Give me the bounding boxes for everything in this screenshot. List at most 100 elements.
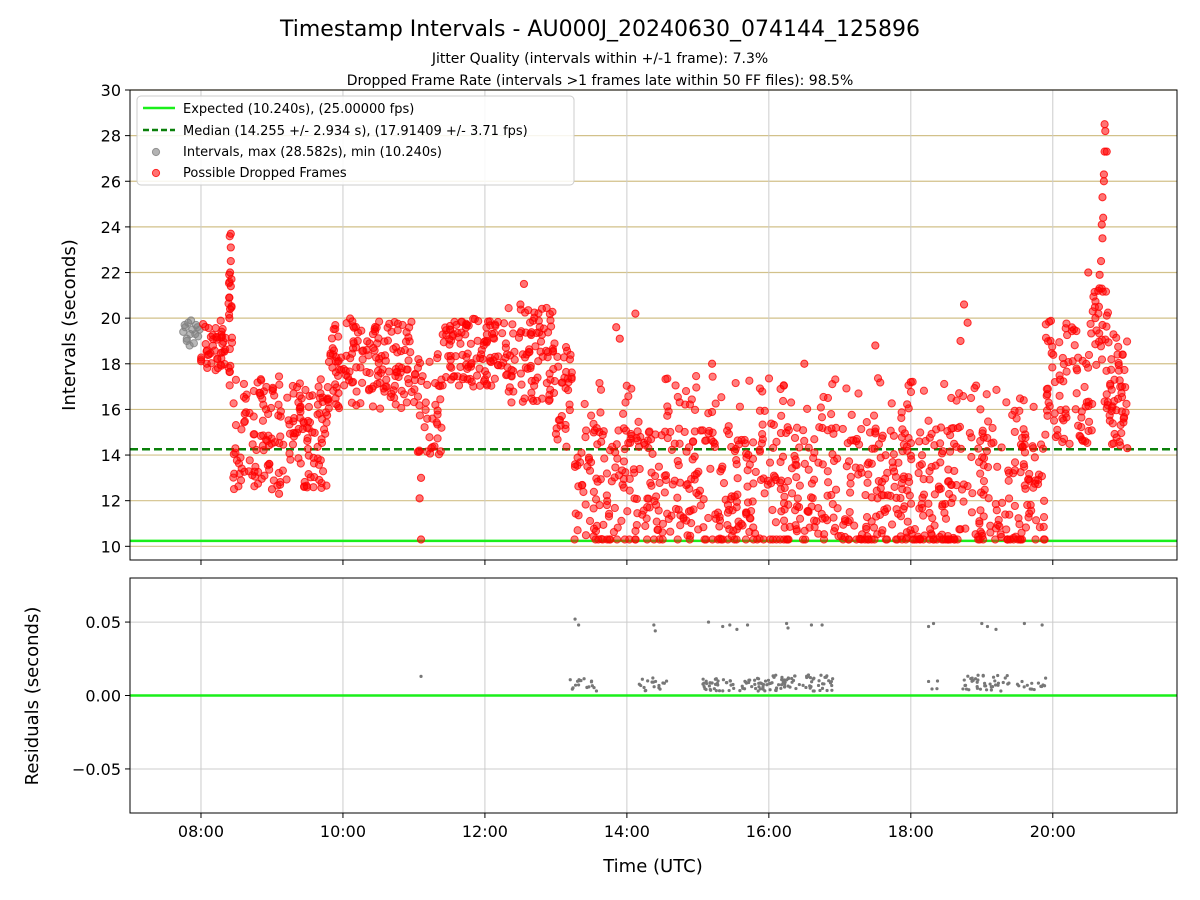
dropped-frame-point [719, 479, 729, 488]
residual-point [975, 684, 979, 689]
dropped-frame-point [804, 465, 813, 474]
dropped-frame-point [887, 399, 896, 408]
x-axis-label: Time (UTC) [602, 856, 703, 877]
dropped-frame-point [724, 422, 733, 431]
dropped-frame-point [403, 365, 412, 374]
dropped-frame-point [458, 350, 467, 360]
dropped-frame-point [610, 503, 619, 513]
dropped-frame-point [308, 428, 317, 437]
dropped-frame-point [1055, 391, 1064, 400]
dropped-frame-point [394, 372, 403, 382]
dropped-frame-point [534, 316, 543, 325]
dropped-frame-point [1039, 513, 1049, 522]
dropped-frame-point [792, 423, 802, 432]
dropped-frame-point [827, 409, 836, 419]
residual-point [825, 688, 829, 693]
residual-point [935, 679, 940, 683]
dropped-frame-point [209, 335, 218, 344]
dropped-frame-point [711, 399, 720, 408]
residual-point [1032, 687, 1036, 692]
dropped-frame-point [369, 382, 378, 391]
dropped-frame-point [351, 322, 360, 332]
dropped-frame-point [1010, 427, 1019, 437]
dropped-frame-point [649, 535, 659, 544]
dropped-frame-point [567, 373, 576, 382]
dropped-frame-point [760, 489, 769, 498]
dropped-frame-point [664, 514, 673, 524]
dropped-frame-point [634, 417, 643, 426]
dropped-frame-point [916, 428, 925, 437]
dropped-frame-point [596, 385, 606, 394]
residual-point [705, 681, 709, 686]
dropped-frame-point [1020, 481, 1029, 490]
dropped-frame-point [794, 502, 804, 512]
residual-point [708, 687, 712, 692]
dropped-frame-point [1114, 360, 1123, 370]
dropped-frame-point [433, 406, 442, 415]
x-tick-14:00: 14:00 [604, 822, 650, 841]
dropped-frame-point [309, 459, 319, 468]
dropped-frame-point [864, 470, 873, 479]
interval-point [186, 316, 196, 325]
dropped-frame-point [979, 477, 989, 486]
dropped-frame-point [1011, 532, 1020, 541]
dropped-frame-point [1039, 535, 1048, 544]
dropped-frame-point [472, 371, 482, 380]
dropped-frame-point [986, 528, 995, 537]
dropped-frame-point [1112, 333, 1121, 342]
dropped-frame-point [795, 514, 805, 523]
dropped-frame-point [783, 476, 793, 486]
dropped-frame-point [989, 438, 998, 447]
dropped-frame-point [1004, 494, 1014, 503]
residual-point [653, 629, 657, 633]
residuals-y-axis-label: Residuals (seconds) [22, 607, 43, 786]
dropped-frame-point [647, 468, 656, 477]
dropped-frame-point [608, 442, 617, 451]
dropped-frame-point [941, 514, 951, 523]
dropped-frame-point [854, 389, 863, 398]
dropped-frame-point [666, 527, 675, 536]
dropped-frame-point [502, 350, 512, 359]
residual-point [822, 682, 826, 686]
dropped-frame-point [508, 320, 517, 329]
dropped-frame-point [959, 480, 968, 489]
residual-point [745, 623, 750, 627]
residual-point [786, 626, 790, 630]
dropped-frame-point [769, 471, 779, 480]
dropped-frame-point [686, 531, 695, 540]
residual-point [1017, 684, 1021, 688]
residual-point [1044, 676, 1048, 680]
dropped-frame-point [992, 385, 1001, 394]
residual-point [782, 685, 787, 689]
dropped-frame-point [235, 469, 244, 478]
dropped-frame-point [413, 363, 422, 372]
dropped-frame-point [749, 438, 758, 447]
dropped-frame-point [352, 387, 361, 396]
dropped-frame-point [928, 514, 937, 523]
residual-point [1022, 685, 1026, 689]
residual-point [819, 673, 823, 677]
dropped-frame-point [737, 519, 746, 528]
dropped-frame-point [551, 429, 561, 439]
residual-point [993, 679, 997, 683]
residual-point [1030, 681, 1034, 685]
dropped-frame-point [927, 462, 936, 472]
dropped-frame-point [896, 512, 906, 521]
dropped-frame-point [889, 450, 898, 459]
dropped-frame-point [250, 472, 260, 481]
residuals-y-tick: 0.00 [85, 687, 121, 706]
intervals-y-tick-26: 26 [101, 172, 121, 191]
dropped-frame-point [880, 474, 890, 483]
dropped-frame-point [453, 372, 462, 381]
residual-point [931, 621, 936, 626]
dropped-frame-point [1072, 326, 1081, 336]
residuals-y-tick: −0.05 [72, 760, 121, 779]
intervals-y-tick-20: 20 [101, 309, 121, 328]
residual-point [419, 674, 423, 679]
dropped-frame-point [286, 455, 295, 464]
dropped-frame-point [663, 433, 672, 443]
residual-point [963, 683, 967, 688]
dropped-frame-point [800, 459, 809, 468]
residuals-x-ticks: 08:00 10:00 12:00 14:00 16:00 18:00 20:00 [178, 813, 1076, 841]
dropped-frame-point [991, 499, 1000, 509]
